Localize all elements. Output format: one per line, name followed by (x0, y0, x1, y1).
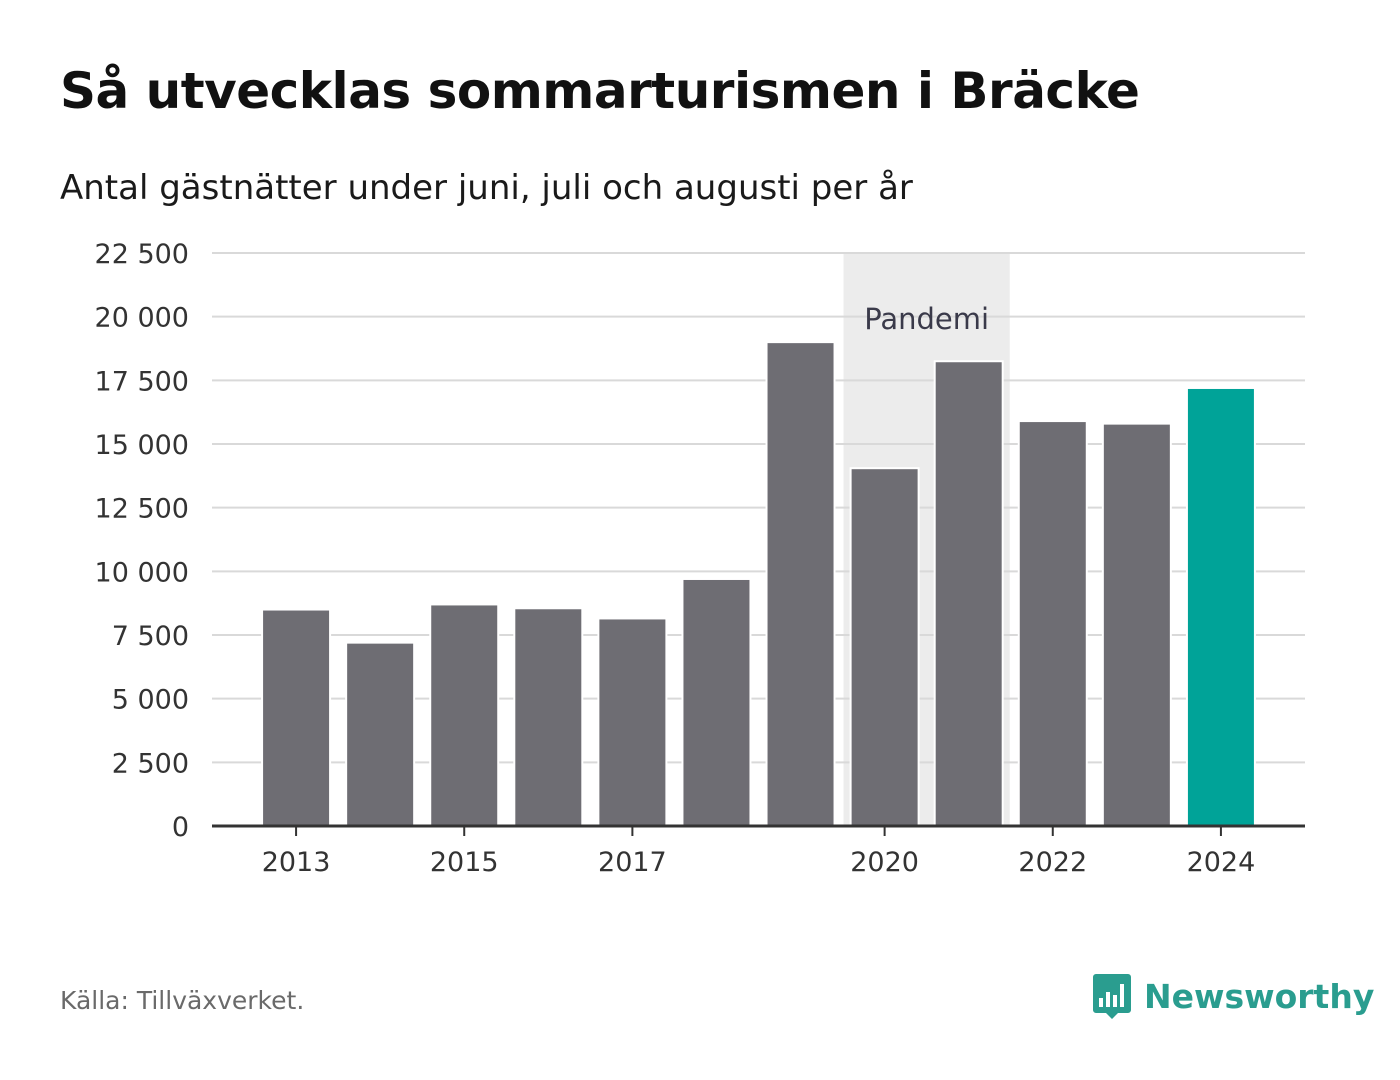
x-tick-label: 2020 (850, 847, 919, 878)
x-tick-label: 2024 (1187, 847, 1256, 878)
bar-2023 (1101, 422, 1172, 827)
bar-2015 (429, 603, 500, 827)
y-tick-label: 22 500 (95, 239, 189, 270)
source-note: Källa: Tillväxverket. (60, 986, 305, 1015)
bar-2024 (1185, 386, 1256, 827)
bar-2017 (597, 617, 668, 827)
y-tick-label: 5 000 (112, 685, 189, 716)
bar-2014 (345, 641, 416, 828)
y-tick-label: 2 500 (112, 748, 189, 779)
chart-subtitle: Antal gästnätter under juni, juli och au… (60, 168, 913, 208)
bar-2021 (933, 360, 1004, 827)
bar-2018 (681, 577, 752, 827)
bar-2013 (261, 608, 332, 827)
x-tick-label: 2015 (430, 847, 499, 878)
bar-2019 (765, 341, 836, 827)
y-tick-label: 15 000 (95, 430, 189, 461)
brand-name: Newsworthy (1144, 976, 1375, 1016)
y-tick-label: 10 000 (95, 557, 189, 588)
x-tick-label: 2017 (598, 847, 667, 878)
chart-title: Så utvecklas sommarturismen i Bräcke (60, 62, 1140, 120)
y-tick-label: 7 500 (112, 621, 189, 652)
bar-2022 (1017, 420, 1088, 827)
x-tick-label: 2013 (262, 847, 331, 878)
y-tick-label: 0 (172, 812, 189, 843)
bar-2020 (849, 467, 920, 827)
y-tick-label: 20 000 (95, 303, 189, 334)
x-tick-label: 2022 (1018, 847, 1087, 878)
pandemic-label: Pandemi (864, 302, 989, 336)
brand: Newsworthy (1092, 972, 1374, 1020)
y-tick-label: 17 500 (95, 366, 189, 397)
newsworthy-logo-icon (1093, 974, 1131, 1019)
y-tick-label: 12 500 (95, 494, 189, 525)
bar-2016 (513, 607, 584, 828)
